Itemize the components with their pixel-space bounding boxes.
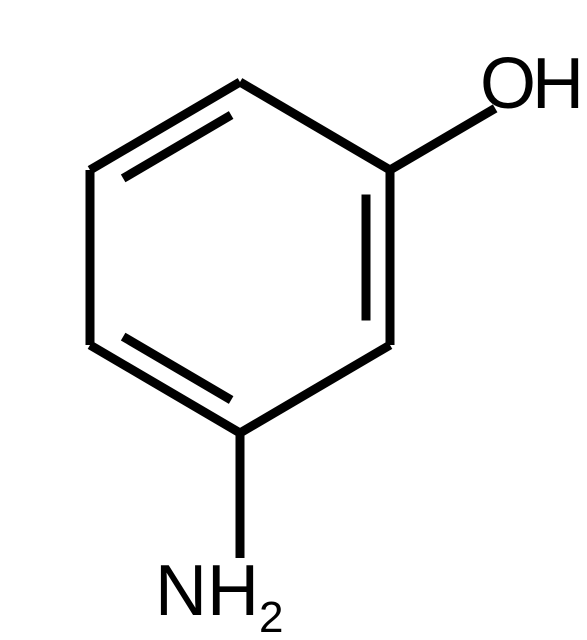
bond-line — [123, 337, 231, 400]
atom-label: 2 — [259, 593, 283, 640]
atom-label: H — [532, 44, 584, 124]
bond-line — [240, 82, 390, 170]
bond-line — [240, 345, 390, 433]
molecule-structure: OHNH2 — [0, 0, 587, 640]
atom-label: N — [155, 551, 207, 631]
atom-label: O — [480, 44, 536, 124]
atom-label: H — [207, 551, 259, 631]
bond-line — [123, 115, 231, 178]
